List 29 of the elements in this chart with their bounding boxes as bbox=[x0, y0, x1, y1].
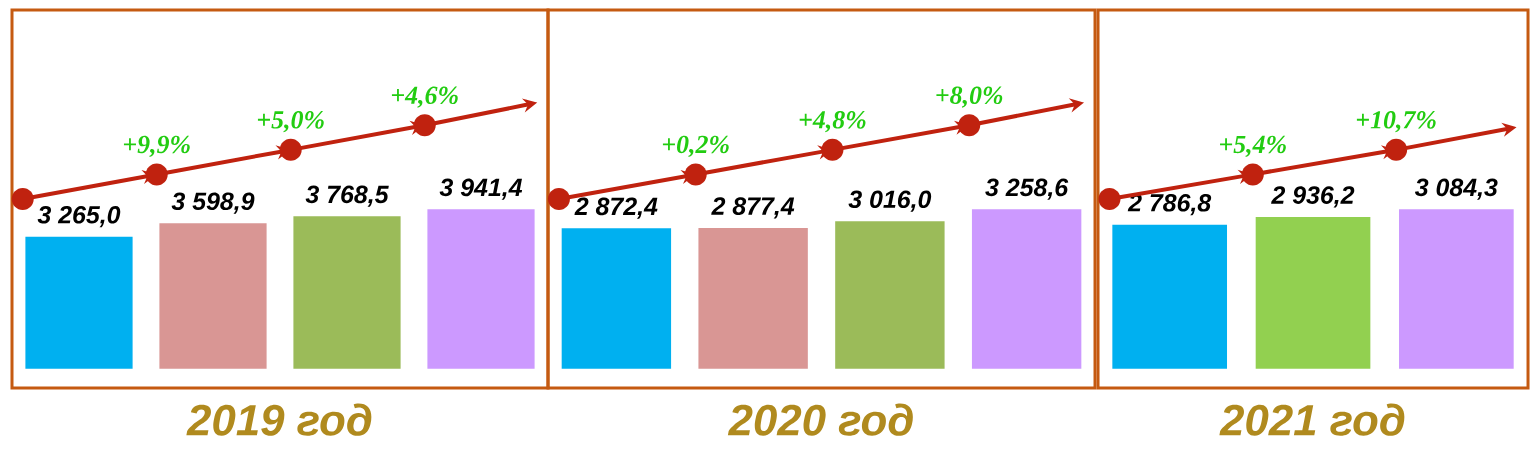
bar bbox=[427, 209, 535, 369]
bar bbox=[25, 236, 133, 369]
bar bbox=[159, 223, 267, 369]
text: +4,8% bbox=[799, 111, 866, 133]
text: +9,9% bbox=[123, 135, 190, 157]
text: +8,0% bbox=[936, 86, 1003, 108]
data-label: 3 258,6 bbox=[985, 178, 1069, 200]
bar bbox=[698, 228, 808, 369]
data-label: 3 265,0 bbox=[37, 205, 121, 228]
bar bbox=[971, 209, 1082, 369]
data-label: 3 768,5 bbox=[305, 185, 389, 207]
text: +4,6% bbox=[391, 86, 458, 108]
text: +0,2% bbox=[662, 135, 729, 157]
text: +5,0% bbox=[257, 111, 324, 133]
data-label: 2 877,4 bbox=[711, 197, 795, 219]
data-label: 3 598,9 bbox=[171, 192, 255, 214]
data-label: 3 016,0 bbox=[848, 190, 932, 212]
data-label: 2 936,2 bbox=[1271, 186, 1355, 208]
text: 2019 год bbox=[186, 403, 372, 436]
text: 2021 год bbox=[1219, 403, 1405, 436]
bar bbox=[835, 221, 945, 369]
data-label: 3 941,4 bbox=[439, 178, 523, 200]
data-label: 2 872,4 bbox=[574, 197, 658, 219]
text: +5,4% bbox=[1220, 135, 1286, 157]
bar bbox=[293, 216, 401, 369]
text: +10,7% bbox=[1356, 111, 1436, 133]
data-label: 3 084,3 bbox=[1414, 178, 1498, 200]
text: 2020 год bbox=[727, 403, 913, 436]
bar bbox=[561, 228, 672, 369]
